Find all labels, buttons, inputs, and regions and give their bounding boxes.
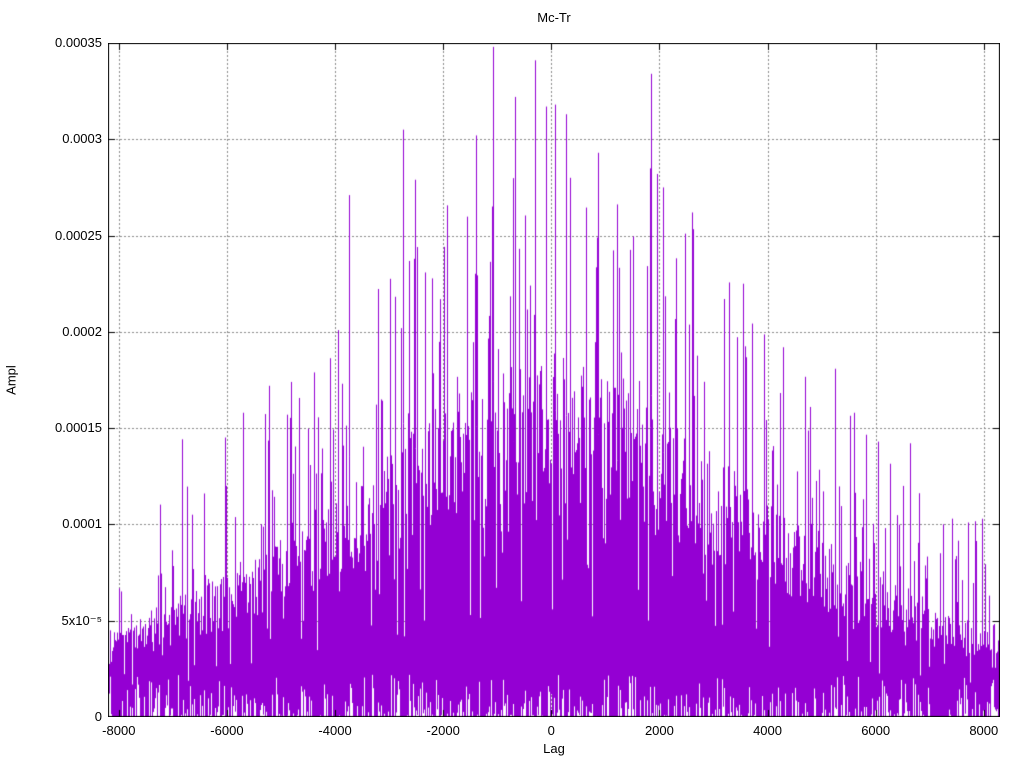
y-axis-label: Ampl (3, 365, 19, 395)
x-axis-label: Lag (543, 741, 565, 756)
y-tick-label: 0 (94, 709, 102, 724)
plot-area (108, 43, 1000, 717)
y-tick-label: 0.0003 (62, 131, 102, 147)
y-tick-label: 0.00025 (55, 227, 102, 243)
x-tick-label: 2000 (644, 723, 674, 738)
x-tick-label: 4000 (753, 723, 782, 738)
chart-title: Mc-Tr (537, 10, 571, 25)
x-tick-label: -6000 (210, 723, 244, 738)
x-tick-label: -8000 (102, 723, 136, 738)
y-tick-label: 0.00015 (55, 420, 102, 436)
x-tick-label: -4000 (318, 723, 352, 738)
x-tick-label: 6000 (861, 723, 891, 738)
y-tick-label: 5x10⁻⁵ (61, 612, 102, 628)
x-tick-label: 0 (547, 723, 555, 738)
y-tick-label: 0.0002 (62, 323, 102, 339)
plot-canvas (108, 43, 1000, 717)
x-tick-label: 8000 (969, 723, 999, 738)
y-tick-label: 0.0001 (62, 516, 102, 532)
y-tick-label: 0.00035 (55, 35, 102, 50)
x-tick-label: -2000 (426, 723, 460, 738)
